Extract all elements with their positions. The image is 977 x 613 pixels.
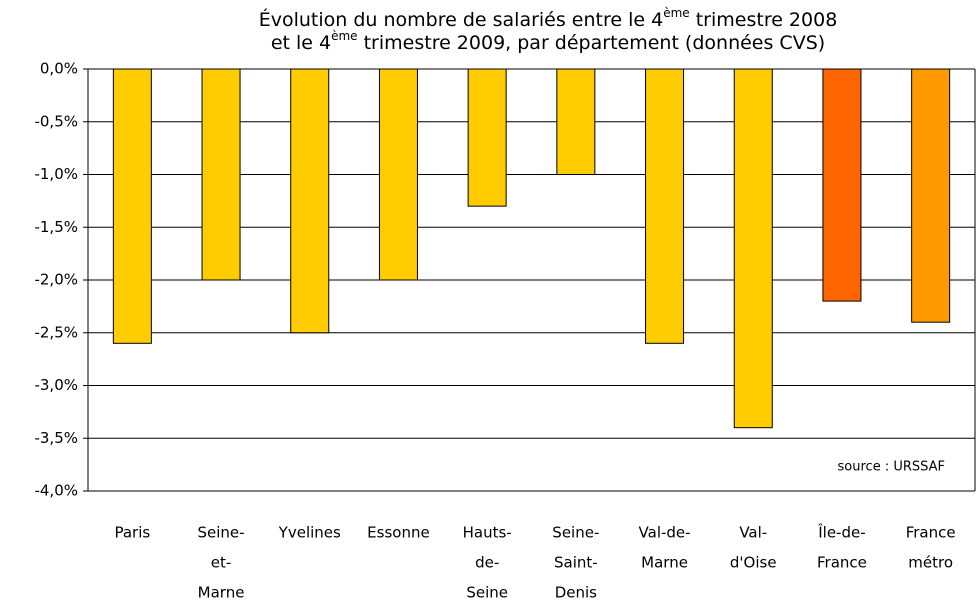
x-tick-label: France [906,524,956,542]
x-tick-label: Yvelines [278,524,341,542]
title-part: trimestre 2008 [690,9,838,31]
bar [733,68,773,429]
y-tick-label: -0,5% [34,112,78,130]
bar [290,68,330,334]
x-tick-label: et- [211,554,232,572]
x-tick-label: Denis [555,584,597,602]
y-tick-label: -3,5% [34,429,78,447]
y-tick-label: -4,0% [34,482,78,500]
x-tick-label: Marne [198,584,245,602]
bar [378,68,418,281]
x-tick-label: Île-de- [817,523,865,542]
bar [911,68,951,323]
title-part: et le 4 [271,32,331,54]
x-tick-label: France [817,554,867,572]
x-tick-label: Essonne [367,524,430,542]
chart-title: Évolution du nombre de salariés entre le… [259,6,838,31]
y-tick-label: -1,5% [34,218,78,236]
bar [645,68,685,344]
bar [112,68,152,344]
x-tick-label: Paris [114,524,150,542]
x-tick-label: Val- [739,524,767,542]
bar [822,68,862,302]
x-tick-label: métro [908,554,953,572]
y-tick-label: -1,0% [34,165,78,183]
x-tick-label: Saint- [554,554,598,572]
x-tick-label: Seine- [198,524,245,542]
x-tick-label: de- [475,554,499,572]
x-tick-label: Seine [466,584,508,602]
y-tick-label: 0,0% [40,60,78,78]
bar [467,68,507,207]
y-tick-label: -2,5% [34,323,78,341]
title-superscript: ème [663,6,689,20]
x-tick-label: Marne [641,554,688,572]
chart-title: et le 4ème trimestre 2009, par départeme… [271,29,825,54]
title-part: Évolution du nombre de salariés entre le… [259,8,664,31]
source-note: source : URSSAF [838,460,945,475]
bar [556,68,596,175]
x-tick-label: Seine- [552,524,599,542]
x-tick-label: Val-de- [639,524,691,542]
bar [201,68,241,281]
y-tick-label: -3,0% [34,376,78,394]
title-superscript: ème [331,29,357,43]
y-tick-label: -2,0% [34,271,78,289]
x-tick-label: Hauts- [463,524,512,542]
x-tick-label: d'Oise [730,554,777,572]
title-part: trimestre 2009, par département (données… [358,32,826,54]
